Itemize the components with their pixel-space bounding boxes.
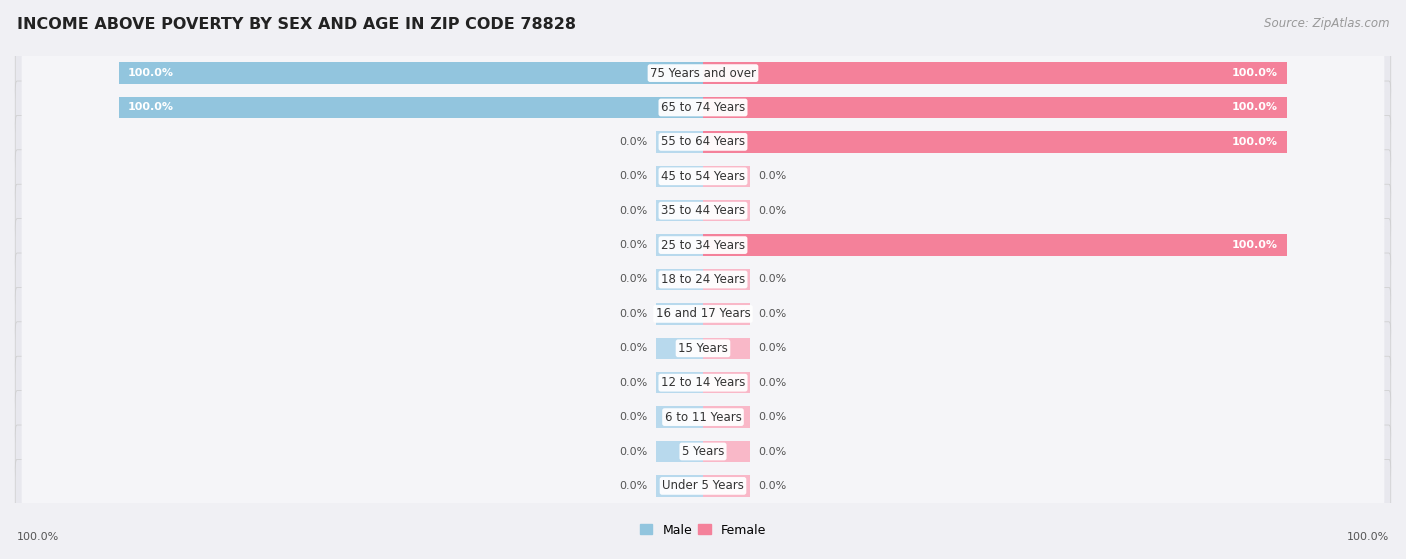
Text: 100.0%: 100.0% xyxy=(1347,532,1389,542)
Text: 100.0%: 100.0% xyxy=(128,102,174,112)
Bar xyxy=(120,97,703,118)
Text: 0.0%: 0.0% xyxy=(619,240,648,250)
Text: 0.0%: 0.0% xyxy=(619,412,648,422)
Text: INCOME ABOVE POVERTY BY SEX AND AGE IN ZIP CODE 78828: INCOME ABOVE POVERTY BY SEX AND AGE IN Z… xyxy=(17,17,576,32)
Bar xyxy=(703,372,749,394)
Text: 100.0%: 100.0% xyxy=(1232,102,1278,112)
Bar xyxy=(703,269,749,290)
FancyBboxPatch shape xyxy=(21,190,1385,231)
Text: 35 to 44 Years: 35 to 44 Years xyxy=(661,204,745,217)
Text: 0.0%: 0.0% xyxy=(619,274,648,285)
FancyBboxPatch shape xyxy=(21,225,1385,266)
Bar xyxy=(703,234,1286,256)
Text: 0.0%: 0.0% xyxy=(758,378,787,388)
FancyBboxPatch shape xyxy=(15,253,1391,306)
Text: 12 to 14 Years: 12 to 14 Years xyxy=(661,376,745,389)
Text: 75 Years and over: 75 Years and over xyxy=(650,67,756,79)
Text: 0.0%: 0.0% xyxy=(758,309,787,319)
Text: 100.0%: 100.0% xyxy=(128,68,174,78)
Text: 0.0%: 0.0% xyxy=(619,447,648,457)
Text: 0.0%: 0.0% xyxy=(758,171,787,181)
Bar xyxy=(703,200,749,221)
FancyBboxPatch shape xyxy=(21,396,1385,438)
Bar xyxy=(703,338,749,359)
Text: 0.0%: 0.0% xyxy=(758,274,787,285)
Bar xyxy=(703,441,749,462)
Text: Under 5 Years: Under 5 Years xyxy=(662,480,744,492)
Text: 55 to 64 Years: 55 to 64 Years xyxy=(661,135,745,148)
FancyBboxPatch shape xyxy=(21,121,1385,163)
Bar xyxy=(703,303,749,325)
FancyBboxPatch shape xyxy=(21,53,1385,94)
Text: 100.0%: 100.0% xyxy=(1232,68,1278,78)
Text: 0.0%: 0.0% xyxy=(758,343,787,353)
FancyBboxPatch shape xyxy=(15,391,1391,444)
FancyBboxPatch shape xyxy=(15,150,1391,203)
FancyBboxPatch shape xyxy=(15,287,1391,340)
FancyBboxPatch shape xyxy=(21,155,1385,197)
Text: 0.0%: 0.0% xyxy=(619,206,648,216)
Text: 0.0%: 0.0% xyxy=(619,481,648,491)
Text: 18 to 24 Years: 18 to 24 Years xyxy=(661,273,745,286)
Text: 15 Years: 15 Years xyxy=(678,342,728,355)
Text: 0.0%: 0.0% xyxy=(758,412,787,422)
Text: 25 to 34 Years: 25 to 34 Years xyxy=(661,239,745,252)
Bar xyxy=(703,406,749,428)
Bar xyxy=(657,303,703,325)
Text: 0.0%: 0.0% xyxy=(619,309,648,319)
FancyBboxPatch shape xyxy=(21,362,1385,404)
Text: 0.0%: 0.0% xyxy=(758,206,787,216)
Text: 0.0%: 0.0% xyxy=(758,481,787,491)
Text: 0.0%: 0.0% xyxy=(619,171,648,181)
Text: 0.0%: 0.0% xyxy=(619,137,648,147)
Text: 5 Years: 5 Years xyxy=(682,445,724,458)
Text: 0.0%: 0.0% xyxy=(619,343,648,353)
Bar xyxy=(703,97,1286,118)
Text: 100.0%: 100.0% xyxy=(1232,240,1278,250)
Text: Source: ZipAtlas.com: Source: ZipAtlas.com xyxy=(1264,17,1389,30)
Bar xyxy=(703,131,1286,153)
FancyBboxPatch shape xyxy=(21,328,1385,369)
Legend: Male, Female: Male, Female xyxy=(636,519,770,542)
FancyBboxPatch shape xyxy=(15,115,1391,168)
Text: 65 to 74 Years: 65 to 74 Years xyxy=(661,101,745,114)
Bar xyxy=(120,63,703,84)
Bar xyxy=(657,269,703,290)
Bar xyxy=(657,372,703,394)
Bar xyxy=(657,165,703,187)
Bar xyxy=(657,131,703,153)
Bar xyxy=(703,165,749,187)
Bar xyxy=(657,338,703,359)
FancyBboxPatch shape xyxy=(15,81,1391,134)
FancyBboxPatch shape xyxy=(15,425,1391,478)
FancyBboxPatch shape xyxy=(15,356,1391,409)
FancyBboxPatch shape xyxy=(15,184,1391,237)
Text: 0.0%: 0.0% xyxy=(758,447,787,457)
FancyBboxPatch shape xyxy=(21,293,1385,334)
Text: 45 to 54 Years: 45 to 54 Years xyxy=(661,170,745,183)
Text: 6 to 11 Years: 6 to 11 Years xyxy=(665,411,741,424)
FancyBboxPatch shape xyxy=(21,87,1385,128)
FancyBboxPatch shape xyxy=(21,465,1385,506)
Bar xyxy=(657,200,703,221)
Bar xyxy=(703,475,749,496)
Bar xyxy=(657,406,703,428)
Bar xyxy=(657,441,703,462)
Bar xyxy=(657,475,703,496)
FancyBboxPatch shape xyxy=(21,259,1385,300)
FancyBboxPatch shape xyxy=(21,431,1385,472)
Bar xyxy=(703,63,1286,84)
FancyBboxPatch shape xyxy=(15,219,1391,272)
FancyBboxPatch shape xyxy=(15,46,1391,100)
Text: 100.0%: 100.0% xyxy=(17,532,59,542)
FancyBboxPatch shape xyxy=(15,459,1391,513)
Bar xyxy=(657,234,703,256)
Text: 16 and 17 Years: 16 and 17 Years xyxy=(655,307,751,320)
FancyBboxPatch shape xyxy=(15,322,1391,375)
Text: 100.0%: 100.0% xyxy=(1232,137,1278,147)
Text: 0.0%: 0.0% xyxy=(619,378,648,388)
